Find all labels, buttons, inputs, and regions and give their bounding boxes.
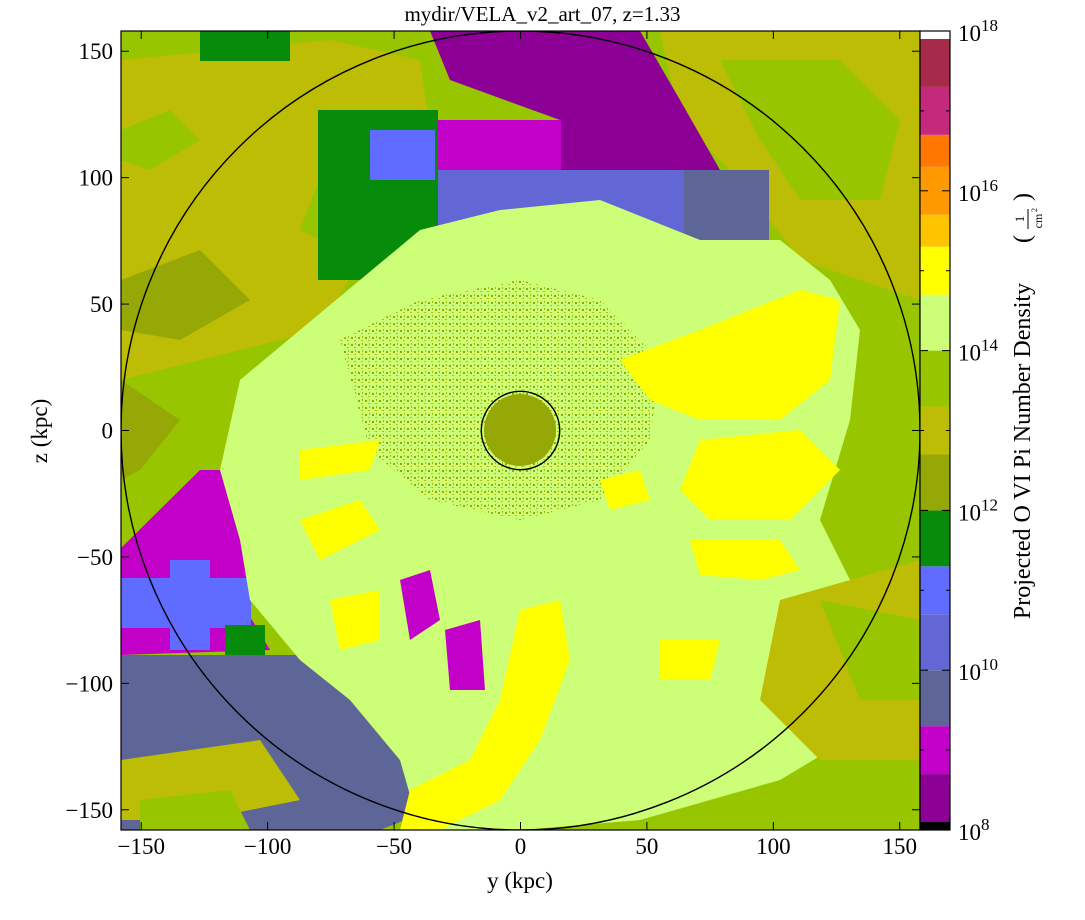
colorbar-tick-label: 108 [958, 815, 990, 845]
y-tick-label: −100 [66, 671, 113, 696]
inner-radius-circle [480, 390, 561, 471]
colorbar-unit-numerator: 1 [1012, 216, 1027, 223]
colorbar-ticks: 108 1010 1012 1014 1016 1018 [920, 16, 999, 845]
colorbar-band [920, 38, 950, 87]
colorbar-band [920, 350, 950, 407]
upper-magenta-block [436, 120, 561, 170]
colorbar-tick-label: 1018 [958, 16, 998, 46]
colorbar-band [920, 614, 950, 671]
colorbar-unit-open-paren: ( [1010, 235, 1036, 243]
colorbar-label: Projected O VI Pi Number Density [1010, 283, 1036, 619]
core-olive [484, 394, 556, 466]
yellow-filament-left-lower [300, 500, 380, 560]
y-tick-label: 50 [90, 292, 113, 317]
left-green-chip [225, 625, 265, 655]
right-green-band [820, 600, 920, 700]
y-tick-label: −50 [77, 545, 113, 570]
magenta-fragment-2 [445, 620, 485, 690]
y-tick-label: 150 [79, 39, 114, 64]
colorbar-band [920, 726, 950, 775]
yellow-filament-upper-right [620, 290, 840, 420]
colorbar-unit-close-paren: ) [1010, 193, 1036, 201]
magenta-fragment [400, 570, 440, 640]
x-tick-label: −100 [244, 834, 291, 859]
chart-title: mydir/VELA_v2_art_07, z=1.33 [404, 2, 681, 26]
y-tick-label: −150 [66, 798, 113, 823]
speckled-core [340, 280, 660, 520]
colorbar-tick-label: 1012 [958, 495, 998, 525]
y-tick-label: 0 [102, 419, 114, 444]
colorbar-band [920, 566, 950, 615]
colorbar-tick-label: 1010 [958, 655, 998, 685]
left-olive-band [121, 380, 180, 480]
colorbar [920, 31, 950, 830]
density-map [121, 31, 920, 830]
colorbar-band [920, 214, 950, 247]
colorbar-band [920, 822, 950, 830]
y-tick-label: 100 [79, 166, 114, 191]
colorbar-band [920, 510, 950, 567]
colorbar-band [920, 31, 950, 39]
top-magenta-region [430, 31, 720, 170]
colorbar-band [920, 454, 950, 511]
x-tick-label: 0 [515, 834, 527, 859]
upper-right-green [720, 60, 900, 200]
radius-circles [121, 31, 920, 830]
x-tick-label: 150 [883, 834, 918, 859]
x-axis: −150 −100 −50 0 50 100 150 [117, 31, 917, 859]
left-blue-column [170, 560, 210, 650]
colorbar-label-group: Projected O VI Pi Number Density ( 1 cm … [1010, 193, 1045, 619]
yellow-filament-bottom [400, 600, 570, 830]
colorbar-band [920, 246, 950, 295]
colorbar-band [920, 134, 950, 167]
x-axis-label: y (kpc) [487, 868, 553, 893]
x-tick-label: 100 [756, 834, 791, 859]
x-tick-label: −150 [117, 834, 164, 859]
yellow-blob-lower [660, 640, 720, 680]
blue-inset [370, 130, 435, 180]
right-olive-band [760, 560, 920, 760]
y-axis: −150 −100 −50 0 50 100 150 [66, 39, 920, 823]
left-green-patch [121, 110, 200, 170]
y-axis-label: z (kpc) [27, 399, 52, 464]
yellow-filament-right [680, 430, 840, 520]
colorbar-unit-exponent: 2 [1030, 208, 1039, 212]
green-block-top [200, 31, 290, 61]
yellow-filament-left-bottom [330, 590, 380, 650]
colorbar-band [920, 670, 950, 727]
colorbar-band [920, 406, 950, 455]
colorbar-band [920, 774, 950, 823]
colorbar-tick-label: 1014 [958, 336, 999, 366]
lower-left-green [140, 790, 250, 830]
colorbar-band [920, 294, 950, 351]
x-tick-label: 50 [635, 834, 658, 859]
yellow-filament-left [300, 440, 380, 480]
colorbar-unit-denominator: cm [1031, 213, 1045, 228]
colorbar-band [920, 86, 950, 135]
colorbar-tick-label: 1016 [958, 176, 998, 206]
x-tick-label: −50 [376, 834, 412, 859]
yellow-filament-right-lower [690, 540, 800, 580]
yellow-blob-center [600, 470, 650, 510]
